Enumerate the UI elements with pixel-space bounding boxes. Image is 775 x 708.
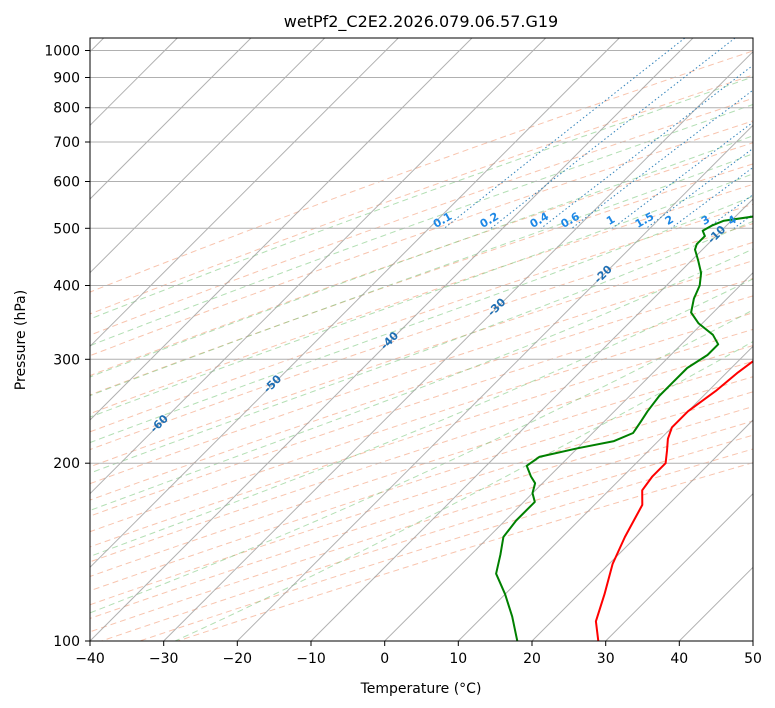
y-axis-label: Pressure (hPa): [13, 290, 29, 390]
isotherm-line: [457, 345, 753, 641]
moist-adiabat-line: [90, 173, 753, 418]
y-tick-label: 800: [53, 101, 80, 117]
dry-adiabat-line: [90, 97, 753, 336]
x-tick-label: −10: [296, 651, 326, 667]
x-tick-label: 20: [523, 651, 541, 667]
dry-adiabat-line: [90, 295, 753, 517]
isotherm-line: [90, 38, 252, 200]
y-tick-label: 600: [53, 175, 80, 191]
isotherm-line: [310, 198, 753, 641]
mixing-ratio-line: [612, 121, 753, 229]
dry-adiabat-line: [90, 74, 753, 315]
isotherm-line: [90, 38, 694, 641]
moist-adiabat-line: [90, 153, 753, 397]
plot-area: 0.10.20.40.611.52346810131620253036-100-…: [90, 38, 753, 641]
mixing-ratio-line: [490, 38, 736, 229]
x-tick-label: 50: [744, 651, 762, 667]
chart-title: wetPf2_C2E2.2026.079.06.57.G19: [284, 12, 558, 32]
mixing-ratio-line: [443, 38, 686, 229]
y-tick-label: 500: [53, 221, 80, 237]
y-tick-label: 700: [53, 135, 80, 151]
mixing-ratio-lines: [443, 38, 753, 229]
isotherm-line: [90, 38, 473, 421]
x-axis-ticks: −40 −30 −20 −10 0 10 20 30 40 50: [75, 641, 762, 667]
isotherm-line: [90, 38, 547, 495]
pressure-gridlines: [90, 50, 753, 641]
skewed-isotherms: [90, 38, 753, 641]
isotherm-line: [531, 419, 753, 641]
y-tick-label: 400: [53, 279, 80, 295]
isotherm-line: [236, 124, 753, 641]
moist-adiabat-line: [90, 309, 753, 614]
moist-adiabat-line: [90, 195, 753, 444]
y-tick-label: 1000: [44, 44, 80, 60]
y-axis-ticks: 100 200 300 400 500 600 700 800 900 1000: [44, 44, 90, 650]
dry-adiabat-line: [90, 376, 753, 592]
dry-adiabat-line: [90, 203, 753, 433]
x-tick-label: 0: [380, 651, 389, 667]
isotherm-line: [90, 38, 326, 274]
sounding-profiles: [495, 215, 753, 641]
plot-frame: [89, 37, 754, 642]
isotherm-line: [605, 492, 753, 641]
x-tick-label: 40: [670, 651, 688, 667]
x-tick-label: 10: [449, 651, 467, 667]
y-tick-label: 300: [53, 352, 80, 368]
temperature-profile-line: [594, 359, 753, 641]
isotherm-line: [90, 38, 620, 569]
moist-adiabats: [90, 76, 753, 641]
x-tick-label: −30: [149, 651, 179, 667]
dewpoint-profile-line: [495, 215, 753, 641]
moist-adiabat-line: [90, 278, 753, 557]
dry-adiabat-line: [90, 241, 753, 468]
y-tick-label: 100: [53, 634, 80, 650]
isotherm-line: [384, 271, 753, 641]
dry-adiabat-line: [90, 328, 753, 548]
y-tick-label: 900: [53, 71, 80, 87]
isotherm-line: [90, 38, 399, 348]
x-tick-label: −20: [223, 651, 253, 667]
dry-adiabat-line: [90, 183, 753, 415]
isotherm-line: [163, 50, 753, 641]
moist-adiabat-line: [90, 76, 753, 320]
mixing-ratio-line: [540, 64, 753, 229]
x-axis-label: Temperature (°C): [360, 681, 482, 697]
x-tick-label: 30: [597, 651, 615, 667]
x-tick-label: −40: [75, 651, 105, 667]
y-tick-label: 200: [53, 456, 80, 472]
